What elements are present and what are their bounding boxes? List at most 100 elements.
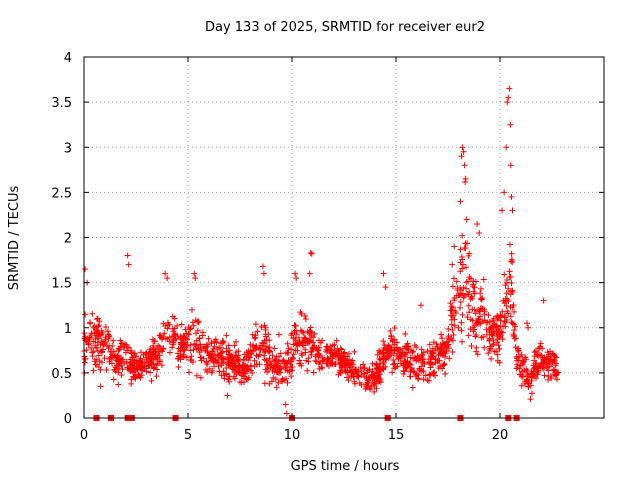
- data-point: [524, 380, 531, 387]
- data-point: [426, 371, 433, 378]
- data-point: [151, 364, 158, 371]
- data-point: [391, 365, 398, 372]
- data-point: [501, 300, 508, 307]
- data-point: [483, 326, 490, 333]
- data-point: [229, 354, 236, 361]
- data-point: [505, 285, 512, 292]
- data-point: [187, 325, 194, 332]
- data-point: [543, 355, 550, 362]
- data-point: [252, 321, 259, 328]
- data-point: [277, 350, 284, 357]
- data-point-spike: [459, 144, 466, 151]
- data-point: [186, 369, 193, 376]
- data-point: [261, 380, 268, 387]
- data-point: [170, 328, 177, 335]
- data-point: [443, 347, 450, 354]
- data-point: [512, 323, 519, 330]
- data-point: [147, 346, 154, 353]
- data-point-spike: [457, 198, 464, 205]
- data-point: [210, 356, 217, 363]
- data-point: [171, 315, 178, 322]
- data-point: [115, 345, 122, 352]
- data-point: [235, 352, 242, 359]
- data-point: [344, 362, 351, 369]
- data-point: [381, 341, 388, 348]
- data-point: [106, 332, 113, 339]
- data-point: [471, 306, 478, 313]
- data-point: [502, 282, 509, 289]
- data-point: [458, 319, 465, 326]
- data-point: [281, 360, 288, 367]
- data-point: [493, 316, 500, 323]
- data-point: [155, 348, 162, 355]
- data-point: [420, 376, 427, 383]
- x-tick-label: 5: [184, 428, 192, 443]
- data-point: [477, 290, 484, 297]
- data-point: [269, 352, 276, 359]
- data-point: [387, 328, 394, 335]
- data-point: [477, 320, 484, 327]
- data-point: [351, 380, 358, 387]
- data-point: [420, 349, 427, 356]
- data-point-spike: [540, 297, 547, 304]
- data-point: [165, 321, 172, 328]
- data-point: [463, 264, 469, 271]
- data-point-spike: [458, 153, 465, 160]
- data-point: [147, 369, 154, 376]
- data-point: [535, 364, 542, 371]
- data-point-spike: [224, 392, 231, 399]
- data-point: [523, 356, 530, 363]
- axis-ticks: 0 5 10 15 20 0 0.5 1 1.5 2 2.5 3 3.5 4: [51, 51, 604, 443]
- data-point: [525, 373, 532, 380]
- data-point: [95, 352, 102, 359]
- data-point: [153, 373, 160, 380]
- data-point: [99, 330, 106, 337]
- data-point-spike: [507, 162, 514, 169]
- data-point: [274, 364, 281, 371]
- data-point: [162, 322, 169, 329]
- x-tick-label: 0: [80, 428, 88, 443]
- data-point: [387, 335, 394, 342]
- data-point: [303, 357, 310, 364]
- data-point: [499, 336, 506, 343]
- data-point: [554, 369, 561, 376]
- data-point: [475, 319, 482, 326]
- data-point: [318, 364, 325, 371]
- data-point: [121, 360, 128, 367]
- data-point: [253, 352, 260, 359]
- data-point: [285, 345, 292, 352]
- data-point: [121, 341, 128, 348]
- data-point: [240, 356, 247, 363]
- data-point-spike: [505, 94, 512, 101]
- data-point: [290, 351, 297, 358]
- data-point: [459, 265, 466, 272]
- data-point: [126, 360, 133, 367]
- data-point: [477, 304, 484, 311]
- data-point: [437, 346, 444, 353]
- data-point: [225, 357, 232, 364]
- data-point: [247, 348, 254, 355]
- data-point: [390, 350, 397, 357]
- data-point-spike: [382, 284, 389, 291]
- data-point: [261, 349, 268, 356]
- data-point: [316, 351, 323, 358]
- data-point: [430, 339, 437, 346]
- data-point: [464, 314, 471, 321]
- data-point-spike: [501, 189, 508, 196]
- data-point: [262, 343, 269, 350]
- data-point: [551, 366, 558, 373]
- data-point: [531, 353, 538, 360]
- data-point: [507, 313, 514, 320]
- data-point: [461, 292, 468, 299]
- data-point: [188, 353, 195, 360]
- data-point: [548, 375, 555, 382]
- data-point: [320, 358, 327, 365]
- data-point: [137, 358, 144, 365]
- data-point: [284, 349, 291, 356]
- data-point: [468, 343, 475, 350]
- data-point: [284, 379, 291, 386]
- data-point: [552, 372, 559, 379]
- data-point: [509, 256, 516, 263]
- data-point-spike: [282, 401, 289, 408]
- data-point: [308, 329, 315, 336]
